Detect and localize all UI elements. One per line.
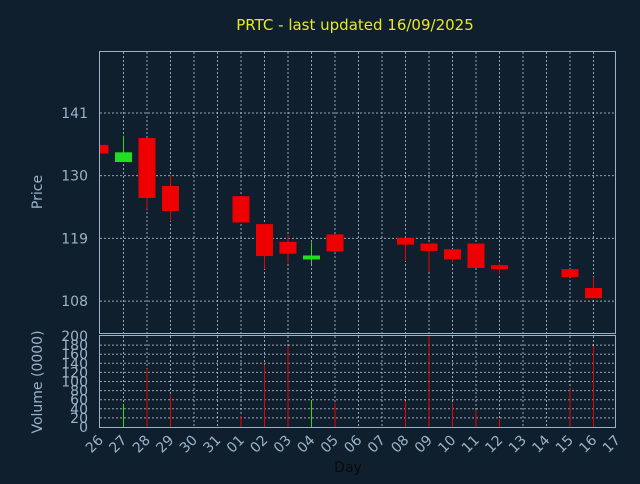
chart-title: PRTC - last updated 16/09/2025 xyxy=(236,16,474,34)
candle-body xyxy=(115,152,132,163)
volume-axis-label: Volume (0000) xyxy=(30,330,46,433)
volume-tick-label: 180 xyxy=(61,338,88,354)
candle-body xyxy=(585,287,602,299)
price-tick-label: 119 xyxy=(61,231,88,247)
price-tick-label: 141 xyxy=(61,106,88,122)
volume-tick-label: 40 xyxy=(70,402,88,418)
x-axis-label: Day xyxy=(334,460,362,476)
candle-body xyxy=(256,224,273,257)
candle-body xyxy=(279,241,297,254)
candle-body xyxy=(162,185,179,212)
candle-body xyxy=(561,269,579,278)
candle-body xyxy=(100,144,109,154)
candle-body xyxy=(138,138,156,198)
candle-body xyxy=(232,196,250,223)
volume-tick-label: 160 xyxy=(61,347,88,363)
candle-body xyxy=(467,243,485,269)
price-axis-label: Price xyxy=(30,175,46,209)
price-tick-label: 108 xyxy=(61,294,88,310)
price-tick-label: 130 xyxy=(61,169,88,185)
volume-tick-label: 20 xyxy=(70,411,88,427)
volume-series xyxy=(123,336,594,427)
candle-body xyxy=(420,243,438,251)
volume-tick-label: 140 xyxy=(61,356,88,372)
candle-body xyxy=(303,255,320,260)
price-tick-labels: 108 119 130 141 xyxy=(61,106,88,310)
volume-tick-label: 60 xyxy=(70,393,88,409)
candle-body xyxy=(326,234,344,252)
candle-body xyxy=(397,237,414,245)
volume-panel-frame xyxy=(99,335,616,428)
volume-tick-label: 200 xyxy=(61,329,88,345)
x-tick-labels: 26 27 28 29 30 31 01 02 03 04 05 06 07 08 09 10 11 12 13 14… xyxy=(83,432,624,456)
candlestick-series xyxy=(99,135,602,299)
volume-tick-label: 100 xyxy=(61,375,88,391)
candle-body xyxy=(491,265,508,270)
price-panel-frame xyxy=(99,51,616,334)
price-grid xyxy=(100,52,615,333)
volume-tick-label: 80 xyxy=(70,384,88,400)
candle-body xyxy=(444,249,461,260)
volume-tick-label: 0 xyxy=(79,420,88,436)
volume-tick-label: 120 xyxy=(61,365,88,381)
